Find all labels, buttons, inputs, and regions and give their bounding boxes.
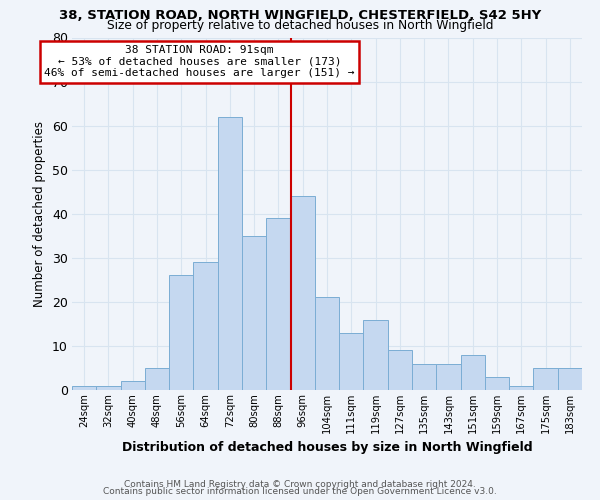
Text: Contains HM Land Registry data © Crown copyright and database right 2024.: Contains HM Land Registry data © Crown c… [124, 480, 476, 489]
Y-axis label: Number of detached properties: Number of detached properties [33, 120, 46, 306]
Bar [96, 386, 121, 390]
Bar [388, 350, 412, 390]
Text: 38, STATION ROAD, NORTH WINGFIELD, CHESTERFIELD, S42 5HY: 38, STATION ROAD, NORTH WINGFIELD, CHEST… [59, 9, 541, 22]
Bar [242, 236, 266, 390]
Bar [145, 368, 169, 390]
Bar [461, 355, 485, 390]
Bar [290, 196, 315, 390]
Bar [485, 377, 509, 390]
Bar [533, 368, 558, 390]
Bar [509, 386, 533, 390]
Bar [121, 381, 145, 390]
Text: Contains public sector information licensed under the Open Government Licence v3: Contains public sector information licen… [103, 487, 497, 496]
X-axis label: Distribution of detached houses by size in North Wingfield: Distribution of detached houses by size … [122, 442, 532, 454]
Bar [364, 320, 388, 390]
Bar [436, 364, 461, 390]
Text: Size of property relative to detached houses in North Wingfield: Size of property relative to detached ho… [107, 19, 493, 32]
Bar [193, 262, 218, 390]
Text: 38 STATION ROAD: 91sqm
← 53% of detached houses are smaller (173)
46% of semi-de: 38 STATION ROAD: 91sqm ← 53% of detached… [44, 45, 355, 78]
Bar [72, 386, 96, 390]
Bar [339, 332, 364, 390]
Bar [169, 276, 193, 390]
Bar [315, 298, 339, 390]
Bar [218, 117, 242, 390]
Bar [266, 218, 290, 390]
Bar [558, 368, 582, 390]
Bar [412, 364, 436, 390]
